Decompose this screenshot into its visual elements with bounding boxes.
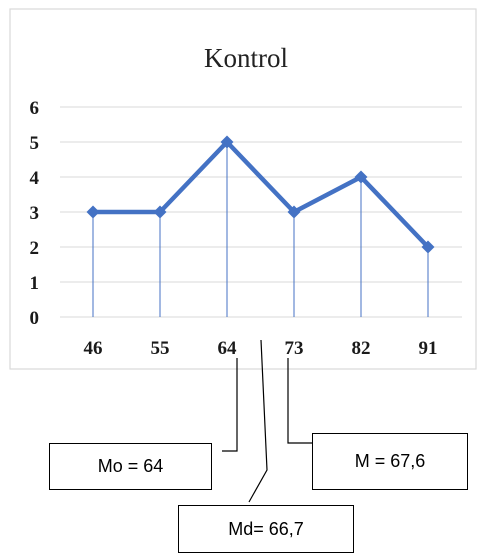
- data-point-marker: [220, 135, 234, 149]
- y-tick-label: 1: [30, 273, 40, 294]
- series-kontrol: [86, 135, 435, 254]
- x-tick-label: 55: [151, 338, 170, 359]
- y-tick-label: 3: [30, 203, 40, 224]
- data-point-marker: [287, 205, 301, 219]
- annotation-mean-label: M = 67,6: [354, 451, 426, 471]
- chart-canvas: Kontrol 0 1 2 3 4 5 6 46 55 64 73 82 91: [9, 8, 477, 503]
- x-tick-label: 91: [419, 338, 438, 359]
- annotation-mode-label: Mo = 64: [97, 456, 164, 476]
- chart-title: Kontrol: [204, 43, 288, 73]
- x-tick-label: 73: [285, 338, 304, 359]
- data-point-marker: [421, 240, 435, 254]
- annotation-median-box: Md= 66,7: [178, 505, 354, 553]
- annotation-leaders: [222, 339, 312, 503]
- chart-frame: [9, 8, 477, 370]
- annotation-median-label: Md= 66,7: [228, 518, 304, 539]
- y-tick-label: 0: [30, 308, 40, 329]
- y-tick-labels: 0 1 2 3 4 5 6: [30, 98, 40, 329]
- annotation-mode-box: Mo = 64: [49, 443, 212, 490]
- x-tick-label: 46: [84, 338, 103, 359]
- x-tick-label: 64: [218, 338, 238, 359]
- y-tick-label: 5: [30, 133, 40, 154]
- series-line: [93, 139, 430, 249]
- data-point-marker: [153, 205, 167, 219]
- leader-median: [248, 339, 268, 503]
- y-tick-label: 2: [30, 238, 40, 259]
- y-tick-label: 6: [30, 98, 40, 119]
- x-tick-label: 82: [352, 338, 371, 359]
- data-point-marker: [86, 205, 100, 219]
- leader-mode: [222, 358, 238, 452]
- y-tick-label: 4: [30, 168, 40, 189]
- x-tick-labels: 46 55 64 73 82 91: [84, 338, 438, 359]
- annotation-mean-box: M = 67,6: [312, 433, 468, 490]
- drop-lines: [92, 142, 429, 317]
- leader-mean: [287, 358, 312, 444]
- data-point-marker: [354, 170, 368, 184]
